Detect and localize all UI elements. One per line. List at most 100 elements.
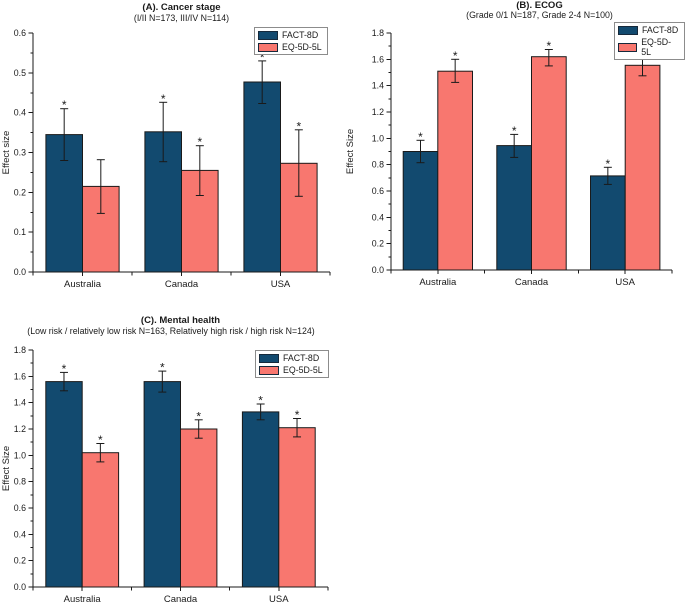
panel-a-title: (A). Cancer stage [142,2,221,13]
y-tick-label: 1.6 [14,371,26,381]
y-tick-label: 1.4 [14,398,26,408]
y-tick-label: 1.2 [372,107,384,117]
x-category-label: Canada [515,277,549,288]
y-tick-label: 1.0 [14,450,26,460]
significance-star: * [453,49,458,63]
significance-star: * [512,124,517,138]
bar-fact-8d-usa [590,175,626,271]
bar-eq-5d-5l-usa [278,427,316,588]
panel-c-subtitle: (Low risk / relatively low risk N=163, R… [27,326,315,336]
bar-fact-8d-australia [402,151,439,271]
x-category-label: Canada [164,594,198,604]
y-tick-label: 0.5 [14,68,26,78]
bar-eq-5d-5l-australia [81,452,120,588]
bar-eq-5d-5l-canada [180,428,218,588]
panel-c-title: (C). Mental health [140,315,221,326]
panel-b-subtitle: (Grade 0/1 N=187, Grade 2-4 N=100) [466,10,613,20]
panel-b-ecog: ******0.00.20.40.60.81.01.21.41.61.8Aust… [342,0,685,300]
y-tick-label: 1.4 [372,81,384,91]
chart-b-bar-chart: ******0.00.20.40.60.81.01.21.41.61.8Aust… [345,28,673,288]
legend-label-fact-8d: FACT-8D [642,25,679,35]
bar-eq-5d-5l-australia [437,70,474,271]
bar-fact-8d-usa [243,81,281,273]
significance-star: * [606,157,611,171]
significance-star: * [260,50,265,64]
bar-eq-5d-5l-usa [624,64,661,271]
legend-label-eq-5d-5l: EQ-5D-5L [282,42,322,52]
significance-star: * [62,98,67,112]
y-tick-label: 0.4 [14,529,26,539]
legend-item-eq-5d-5l: EQ-5D-5L [618,37,679,57]
y-tick-label: 1.8 [14,345,26,355]
x-category-label: USA [271,279,291,290]
y-tick-label: 0.6 [14,28,26,38]
significance-star: * [418,130,423,144]
y-tick-label: 1.2 [14,424,26,434]
y-tick-label: 0.0 [14,582,26,592]
bar-eq-5d-5l-canada [531,56,567,271]
fact-8d-swatch [618,25,638,35]
eq-5d-5l-swatch [259,365,279,375]
x-category-label: Canada [165,279,199,290]
panel-c-mental-health: * * * * * * 0.0 0.2 0.4 0.6 0.8 1.0 1.2 1.4 1.6 1.8 Aust… [0,300,342,604]
legend-label-fact-8d: FACT-8D [283,353,320,363]
fact-8d-swatch [258,30,278,40]
significance-star: * [196,409,201,423]
y-axis-label: Effect Size [345,129,356,174]
significance-star: * [546,39,551,53]
chart-a-bar-chart: * * * * * 0.0 0.1 0.2 0.3 0.4 0.5 0.6 Australia Canad… [1,28,331,290]
x-category-label: Australia [419,277,457,288]
panel-a-cancer-stage: * * * * * 0.0 0.1 0.2 0.3 0.4 0.5 0.6 Australia Canad… [0,0,342,300]
chart-b-legend: FACT-8D EQ-5D-5L [614,22,685,60]
bar-fact-8d-canada [143,381,182,588]
significance-star: * [258,394,263,408]
eq-5d-5l-swatch [258,42,278,52]
significance-star: * [295,408,300,422]
y-tick-label: 0.6 [372,186,384,196]
x-category-label: Australia [64,594,102,604]
y-tick-label: 0.8 [372,160,384,170]
legend-item-fact-8d: FACT-8D [618,25,679,35]
y-tick-label: 1.0 [372,133,384,143]
y-tick-label: 0.4 [372,212,384,222]
eq-5d-5l-swatch [618,42,638,52]
y-tick-label: 0.2 [372,239,384,249]
y-axis-label: Effect size [1,131,12,175]
significance-star: * [197,135,202,149]
significance-star: * [98,433,103,447]
legend-item-eq-5d-5l: EQ-5D-5L [258,42,322,52]
significance-star: * [161,92,166,106]
fact-8d-swatch [259,353,279,363]
bar-fact-8d-usa [241,411,280,588]
significance-star: * [296,119,301,133]
y-tick-label: 0.2 [14,556,26,566]
bar-fact-8d-canada [496,145,533,271]
y-tick-label: 0.4 [14,108,26,118]
y-tick-label: 0.0 [14,267,26,277]
y-tick-label: 0.0 [372,265,384,275]
x-category-label: USA [269,594,289,604]
panel-a-subtitle: (I/II N=173, III/IV N=114) [133,13,230,23]
chart-c-legend: FACT-8D EQ-5D-5L [255,350,329,378]
bar-fact-8d-australia [45,381,83,588]
x-category-label: Australia [64,279,102,290]
legend-item-fact-8d: FACT-8D [259,353,323,363]
x-category-label: USA [615,277,635,288]
y-axis-label: Effect Size [1,446,12,491]
y-tick-label: 0.3 [14,148,26,158]
significance-star: * [62,362,67,376]
legend-item-eq-5d-5l: EQ-5D-5L [259,365,323,375]
legend-label-fact-8d: FACT-8D [282,30,319,40]
y-tick-label: 0.2 [14,187,26,197]
chart-c-bar-chart: * * * * * * 0.0 0.2 0.4 0.6 0.8 1.0 1.2 1.4 1.6 1.8 Aust… [1,345,329,604]
legend-item-fact-8d: FACT-8D [258,30,322,40]
legend-label-eq-5d-5l: EQ-5D-5L [641,37,672,57]
significance-star: * [160,361,165,375]
y-tick-label: 0.6 [14,503,26,513]
y-tick-label: 0.8 [14,477,26,487]
chart-a-legend: FACT-8D EQ-5D-5L [254,27,328,55]
y-tick-label: 1.8 [372,28,384,38]
y-tick-label: 1.6 [372,54,384,64]
panel-b-title: (B). ECOG [516,0,563,11]
